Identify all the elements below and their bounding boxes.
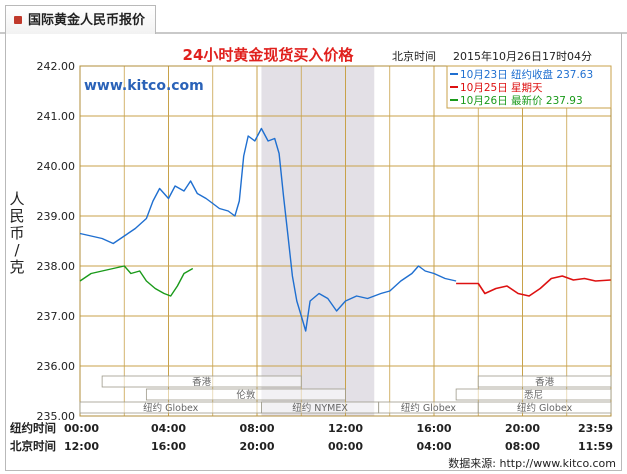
y-tick-label: 235.00 xyxy=(37,410,76,423)
legend-entry: 10月25日 星期天 xyxy=(460,82,543,94)
y-axis-label-char: 民 xyxy=(9,207,24,225)
x-axis-row-label: 北京时间 xyxy=(10,439,56,453)
x-tick-label: 20:00 xyxy=(505,422,540,435)
content-frame xyxy=(5,33,622,471)
y-tick-label: 241.00 xyxy=(37,110,76,123)
tab-gold-rmb-quote[interactable]: 国际黄金人民币报价 xyxy=(5,5,157,34)
market-session-label: 纽约 Globex xyxy=(517,402,573,414)
tab-label: 国际黄金人民币报价 xyxy=(28,13,146,28)
x-axis-row-label: 纽约时间 xyxy=(10,421,56,435)
legend-box xyxy=(446,65,612,109)
x-tick-label: 00:00 xyxy=(64,422,99,435)
y-tick-label: 238.00 xyxy=(37,260,76,273)
timestamp-label: 北京时间 xyxy=(392,49,436,63)
x-tick-label: 08:00 xyxy=(239,422,274,435)
legend-entry: 10月26日 最新价 237.93 xyxy=(460,94,583,107)
price-series-line xyxy=(79,127,457,332)
market-session-bar xyxy=(477,401,612,414)
x-tick-label: 12:00 xyxy=(328,422,363,435)
tab-bar: 国际黄金人民币报价 xyxy=(0,0,627,34)
x-tick-label: 12:00 xyxy=(64,440,99,453)
market-session-label: 香港 xyxy=(192,376,212,388)
timestamp-value: 2015年10月26日17时04分 xyxy=(453,49,592,63)
legend-entry: 10月23日 纽约收盘 237.63 xyxy=(460,68,593,81)
x-tick-label: 04:00 xyxy=(151,422,186,435)
x-tick-label: 04:00 xyxy=(416,440,451,453)
market-session-label: 伦敦 xyxy=(236,389,256,401)
market-session-label: 纽约 Globex xyxy=(143,402,199,414)
price-series-line xyxy=(79,265,194,297)
price-series-line xyxy=(456,275,611,297)
market-session-label: 纽约 Globex xyxy=(401,402,457,414)
y-axis-label-char: 币 xyxy=(9,224,24,242)
x-tick-label: 20:00 xyxy=(239,440,274,453)
market-session-bar xyxy=(477,375,612,388)
y-axis-label-char: 克 xyxy=(9,258,24,276)
market-session-label: 香港 xyxy=(535,376,555,388)
y-tick-label: 237.00 xyxy=(37,310,76,323)
plot-border xyxy=(79,65,612,417)
x-tick-label: 16:00 xyxy=(416,422,451,435)
y-axis-label-char: 人 xyxy=(9,190,24,208)
market-session-bar xyxy=(145,388,346,401)
kitco-watermark: www.kitco.com xyxy=(84,78,204,94)
y-tick-label: 236.00 xyxy=(37,360,76,373)
market-session-label: 纽约 NYMEX xyxy=(292,402,348,414)
x-tick-label: 16:00 xyxy=(151,440,186,453)
market-session-bar xyxy=(101,375,302,388)
chart-title: 24小时黄金现货买入价格 xyxy=(183,46,355,64)
market-session-label: 悉尼 xyxy=(524,389,543,401)
market-session-bar xyxy=(455,388,612,401)
x-tick-label: 08:00 xyxy=(505,440,540,453)
x-tick-label: 11:59 xyxy=(578,440,613,453)
x-tick-label: 23:59 xyxy=(578,422,613,435)
tab-marker-icon xyxy=(14,16,22,24)
x-tick-label: 00:00 xyxy=(328,440,363,453)
y-tick-label: 239.00 xyxy=(37,210,76,223)
nymex-session-shading xyxy=(261,66,375,416)
data-source-note: 数据来源: http://www.kitco.com xyxy=(448,456,616,470)
y-tick-label: 242.00 xyxy=(37,60,76,73)
y-tick-label: 240.00 xyxy=(37,160,76,173)
y-axis-label-char: / xyxy=(14,241,20,259)
